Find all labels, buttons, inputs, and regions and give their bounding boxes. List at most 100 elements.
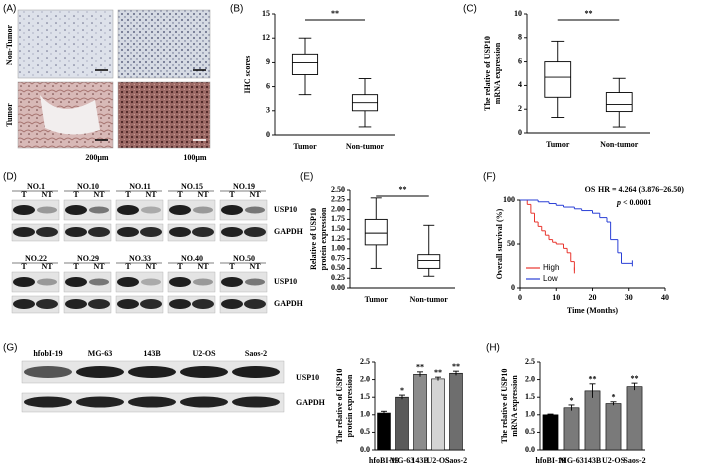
x-tick-label: Tumor <box>546 140 570 149</box>
sample-label: NO.22 <box>25 254 47 263</box>
protein-label: USP10 <box>274 277 297 286</box>
blot-band <box>245 206 265 214</box>
y-tick-label: 0.5 <box>360 427 370 436</box>
blot-band <box>76 396 124 408</box>
protein-label: GAPDH <box>274 227 304 236</box>
blot-band <box>76 366 124 378</box>
y-axis-label: Overall survival (%) <box>495 208 504 279</box>
blot-band <box>244 299 266 309</box>
y-axis-label: The relative of USP10 <box>335 369 344 444</box>
y-tick-label: 2.50 <box>331 185 345 194</box>
lane-label: T <box>177 262 183 271</box>
y-tick-label: 0.5 <box>525 427 535 436</box>
blot <box>11 199 60 221</box>
y-tick-label: 4 <box>518 80 522 89</box>
blot-band <box>232 366 280 378</box>
y-tick-label: 50 <box>507 239 515 248</box>
row-label: Non-Tumor <box>5 24 14 65</box>
lane-label: NT <box>93 262 105 271</box>
lane-label: T <box>229 262 235 271</box>
blot <box>167 271 216 293</box>
blot-band <box>221 205 243 215</box>
x-tick-label: Non-tumor <box>600 140 639 149</box>
blot <box>219 199 268 221</box>
blot-band <box>13 205 35 215</box>
y-tick-label: 2.0 <box>525 374 535 383</box>
lane-label: T <box>73 190 79 199</box>
y-tick-label: 0 <box>266 130 270 139</box>
y-tick-label: 0.75 <box>331 253 345 262</box>
blot-band <box>88 299 110 309</box>
lane-label: MG-63 <box>88 349 112 358</box>
sample-label: NO.29 <box>77 254 99 263</box>
panel-label: (G) <box>3 343 17 354</box>
blot-band <box>192 227 214 237</box>
lane-label: Saos-2 <box>245 349 267 358</box>
lane-label: NT <box>197 190 209 199</box>
protein-label: GAPDH <box>274 299 304 308</box>
lane-label: T <box>21 262 27 271</box>
bar <box>584 390 601 451</box>
y-tick-label: 1.50 <box>331 224 345 233</box>
y-tick-label: 6 <box>518 56 522 65</box>
y-axis-label: The relative of USP10 <box>500 369 509 444</box>
blot-band <box>13 277 35 287</box>
box <box>364 218 388 246</box>
lane-label: NT <box>93 190 105 199</box>
y-tick-label: 2.25 <box>331 195 345 204</box>
y-tick-label: 1.75 <box>331 214 345 223</box>
bar <box>542 414 559 451</box>
scale-label: 100μm <box>183 153 207 162</box>
p-symbol: p <box>616 198 621 207</box>
blot-band <box>140 227 162 237</box>
sample-label: NO.15 <box>181 182 203 191</box>
p-text: < 0.0001 <box>623 198 652 207</box>
blot-band <box>117 227 139 237</box>
blot-band <box>13 299 35 309</box>
y-tick-label: 9 <box>266 57 270 66</box>
sample-label: NO.40 <box>181 254 203 263</box>
blot-band <box>193 206 213 214</box>
y-tick-label: 0.50 <box>331 263 345 272</box>
row-label: Tumor <box>5 103 14 127</box>
x-tick-label: Saos-2 <box>445 456 467 465</box>
y-tick-label: 1.5 <box>525 392 535 401</box>
blot <box>115 199 164 221</box>
protein-label: GAPDH <box>296 398 326 407</box>
sample-label: NO.33 <box>129 254 151 263</box>
significance-label: ** <box>331 9 339 18</box>
blot-band <box>36 227 58 237</box>
x-tick-label: 30 <box>625 293 633 302</box>
protein-label: USP10 <box>274 205 297 214</box>
y-tick-label: 0.25 <box>331 273 345 282</box>
sample-label: NO.1 <box>27 182 45 191</box>
bar <box>413 374 427 451</box>
significance-label: * <box>400 386 404 395</box>
bar <box>449 372 463 451</box>
significance-label: * <box>570 396 574 405</box>
x-tick-label: hfoBI-19 <box>535 456 565 465</box>
blot <box>63 199 112 221</box>
panel-label: (C) <box>463 4 477 15</box>
x-tick-label: Non-tumor <box>410 295 449 304</box>
blot-band <box>128 396 176 408</box>
y-tick-label: 2 <box>518 104 522 113</box>
y-tick-label: 0.00 <box>331 283 345 292</box>
sample-label: NO.10 <box>77 182 99 191</box>
blot-band <box>65 299 87 309</box>
y-tick-label: 1.5 <box>360 392 370 401</box>
x-tick-label: Tumor <box>365 295 389 304</box>
y-tick-label: 10 <box>514 9 522 18</box>
y-tick-label: 0 <box>518 128 522 137</box>
y-axis-label: protein expression <box>345 374 354 437</box>
lane-label: NT <box>249 190 261 199</box>
y-tick-label: 2.5 <box>360 357 370 366</box>
panel-label: (F) <box>483 172 496 183</box>
blot-band <box>221 227 243 237</box>
blot-band <box>36 299 58 309</box>
blot-band <box>88 227 110 237</box>
x-tick-label: hfoBI-19 <box>369 456 399 465</box>
blot <box>167 199 216 221</box>
blot-band <box>140 299 162 309</box>
blot-band <box>37 278 57 286</box>
